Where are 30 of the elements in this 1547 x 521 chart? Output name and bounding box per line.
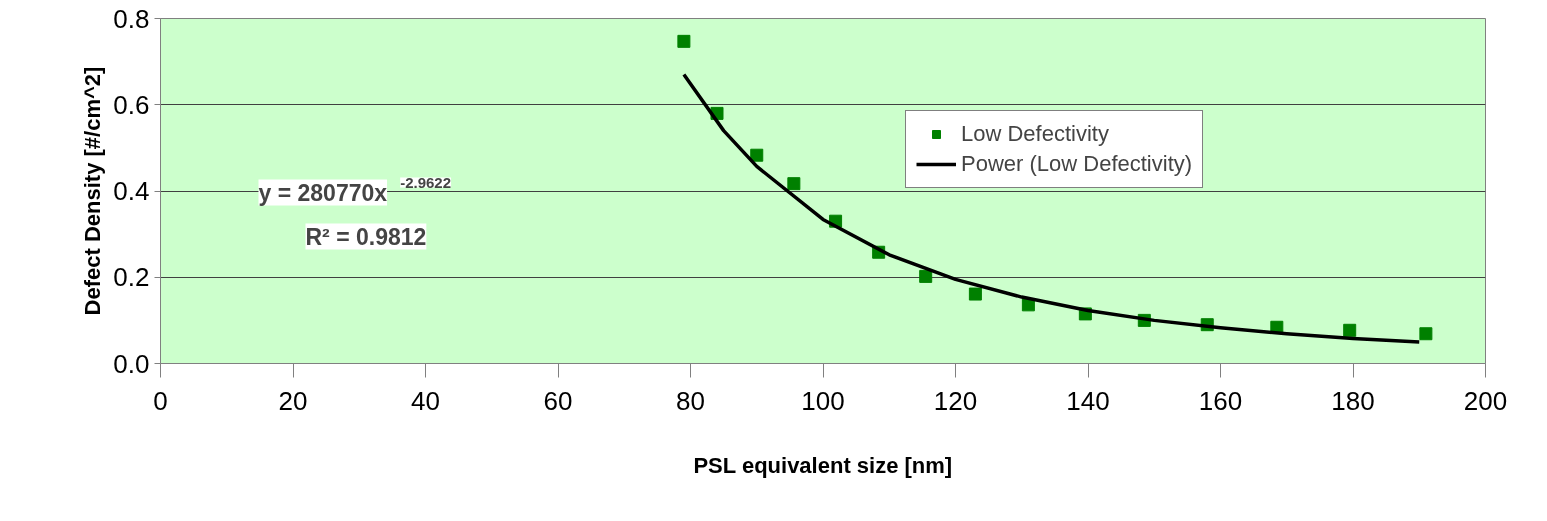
point — [1021, 298, 1035, 312]
point — [787, 177, 801, 191]
point — [677, 34, 691, 48]
y-tick-label: 0.8 — [113, 3, 150, 34]
x-tick-label: 140 — [1066, 385, 1110, 416]
x-tick-label: 180 — [1331, 385, 1375, 416]
y-tick-label: 0.0 — [113, 348, 150, 379]
x-tick-label: 160 — [1198, 385, 1243, 416]
y-axis-title: Defect Density [#/cm^2] — [80, 66, 106, 316]
x-tick-label: 80 — [676, 385, 705, 416]
x-tick-label: 20 — [278, 385, 308, 416]
y-tick-label: 0.6 — [113, 89, 150, 120]
x-tick-label: 100 — [801, 385, 845, 416]
x-tick-label: 40 — [411, 385, 440, 416]
y-tick-label: 0.2 — [113, 262, 150, 293]
point — [1419, 327, 1433, 341]
y-tick-label: 0.4 — [113, 176, 150, 206]
point — [750, 148, 764, 162]
x-tick-label: 60 — [543, 385, 573, 416]
x-tick-label: 0 — [153, 385, 168, 416]
x-axis-title: PSL equivalent size [nm] — [693, 452, 953, 478]
x-tick-label: 120 — [933, 385, 978, 416]
point — [968, 287, 982, 301]
annotation: R² = 0.9812 — [305, 223, 427, 250]
legend-label: Power (Low Defectivity) — [961, 151, 1193, 177]
point — [1343, 323, 1357, 337]
legend-label: Low Defectivity — [961, 121, 1109, 147]
point — [919, 269, 933, 283]
x-tick-label: 200 — [1463, 385, 1508, 416]
annotation: y = 280770x-2.9622 — [258, 173, 452, 206]
